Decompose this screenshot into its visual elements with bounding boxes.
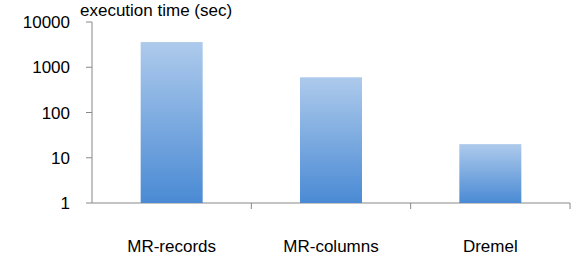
bars: [141, 42, 522, 203]
bar: [141, 42, 203, 203]
y-tick: [86, 67, 92, 68]
chart: execution time (sec) 1 10 100 1000 10000 MR-re…: [0, 0, 580, 262]
x-tick-label: Dremel: [463, 237, 518, 256]
y-tick-label: 10: [51, 149, 70, 168]
y-tick: [86, 203, 92, 204]
y-tick-label: 1: [61, 194, 70, 213]
y-tick-label: 10000: [23, 13, 70, 32]
y-tick: [86, 22, 92, 23]
y-tick: [86, 112, 92, 113]
x-tick: [570, 203, 571, 209]
bar: [300, 77, 362, 203]
bar: [459, 144, 521, 203]
y-tick-label: 1000: [32, 58, 70, 77]
x-tick-label: MR-columns: [283, 237, 378, 256]
x-tick: [410, 203, 411, 209]
title: execution time (sec): [80, 1, 232, 20]
x-tick: [251, 203, 252, 209]
y-tick: [86, 157, 92, 158]
y-tick-label: 100: [42, 104, 70, 123]
x-tick-label: MR-records: [127, 237, 216, 256]
